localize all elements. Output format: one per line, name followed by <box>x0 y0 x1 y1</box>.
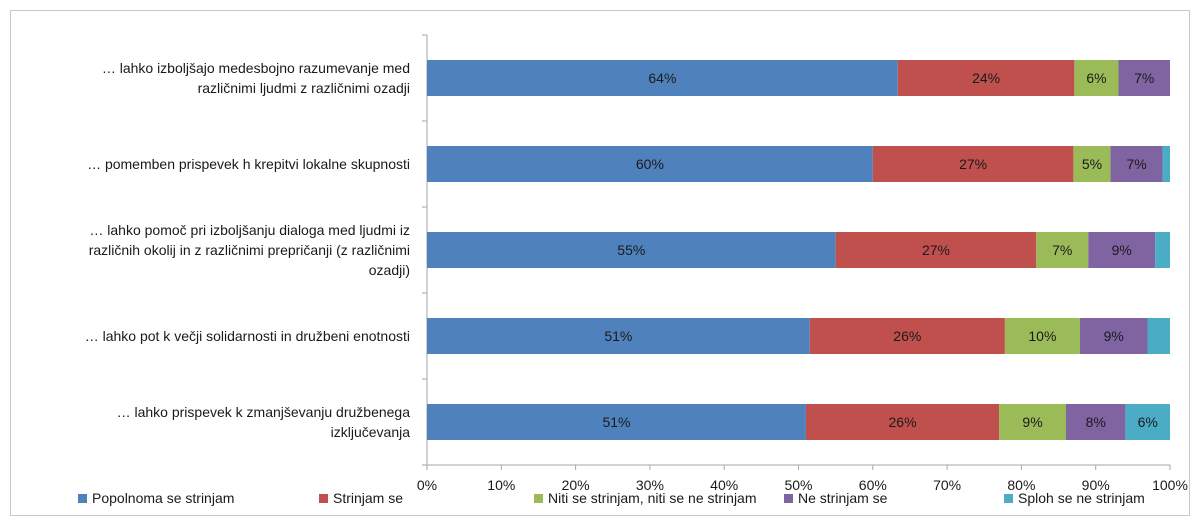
bar-segment <box>1118 60 1170 96</box>
bar-segment <box>1073 146 1111 182</box>
data-label: 8% <box>1086 414 1106 430</box>
x-tick-label: 60% <box>859 477 887 493</box>
bar-segment <box>897 60 1075 96</box>
legend-label: Popolnoma se strinjam <box>92 490 234 506</box>
bar-segment <box>1036 232 1089 268</box>
category-label: … lahko pot k večji solidarnosti in druž… <box>85 328 410 344</box>
data-label: 7% <box>1134 70 1154 86</box>
bar-segment <box>1088 232 1156 268</box>
bar-segment <box>1110 146 1163 182</box>
data-label: 26% <box>889 414 917 430</box>
bar-segment <box>809 318 1005 354</box>
legend-label: Ne strinjam se <box>798 490 888 506</box>
x-tick-label: 90% <box>1082 477 1110 493</box>
category-label: … lahko izboljšajo medesbojno razumevanj… <box>102 60 410 76</box>
data-label: 7% <box>1052 242 1072 258</box>
category-label: izključevanja <box>331 424 411 440</box>
data-label: 9% <box>1022 414 1042 430</box>
legend-swatch <box>534 494 543 503</box>
data-label: 27% <box>922 242 950 258</box>
bar-segment <box>427 318 810 354</box>
bar-segment <box>427 60 898 96</box>
category-label: … lahko prispevek k zmanjševanju družben… <box>117 404 411 420</box>
bar-segment <box>1125 404 1170 440</box>
bar-segment <box>1074 60 1119 96</box>
x-tick-label: 80% <box>1007 477 1035 493</box>
x-tick-label: 20% <box>562 477 590 493</box>
x-tick-label: 30% <box>636 477 664 493</box>
category-label: različnimi ljudmi z različnimi ozadji <box>198 80 410 96</box>
x-tick-label: 70% <box>933 477 961 493</box>
x-tick-label: 50% <box>784 477 812 493</box>
legend-swatch <box>784 494 793 503</box>
bar-segment <box>1147 318 1170 354</box>
data-label: 26% <box>893 328 921 344</box>
bar-segment <box>427 404 806 440</box>
data-label: 6% <box>1086 70 1106 86</box>
data-label: 9% <box>1112 242 1132 258</box>
x-tick-label: 100% <box>1152 477 1188 493</box>
data-label: 10% <box>1028 328 1056 344</box>
bar-segment <box>872 146 1074 182</box>
x-tick-label: 10% <box>487 477 515 493</box>
data-label: 27% <box>959 156 987 172</box>
category-label: ozadji) <box>369 262 410 278</box>
x-tick-label: 40% <box>710 477 738 493</box>
bar-segment <box>1155 232 1170 268</box>
legend-swatch <box>319 494 328 503</box>
bar-segment <box>427 232 836 268</box>
category-label: … pomemben prispevek h krepitvi lokalne … <box>87 156 410 172</box>
data-label: 7% <box>1126 156 1146 172</box>
data-label: 9% <box>1104 328 1124 344</box>
legend-label: Sploh se ne strinjam <box>1018 490 1145 506</box>
data-label: 24% <box>972 70 1000 86</box>
bar-segment <box>805 404 1000 440</box>
data-label: 51% <box>602 414 630 430</box>
data-label: 60% <box>636 156 664 172</box>
data-label: 51% <box>604 328 632 344</box>
bar-segment <box>1004 318 1080 354</box>
data-label: 6% <box>1138 414 1158 430</box>
data-label: 64% <box>648 70 676 86</box>
legend-swatch <box>1004 494 1013 503</box>
x-tick-label: 0% <box>417 477 437 493</box>
bar-segment <box>427 146 873 182</box>
data-label: 5% <box>1082 156 1102 172</box>
bar-segment <box>1079 318 1148 354</box>
bar-segment <box>999 404 1066 440</box>
bar-segment <box>1065 404 1126 440</box>
category-label: različnih okolij in z različnimi preprič… <box>89 242 410 258</box>
bar-segment <box>1162 146 1170 182</box>
legend-label: Strinjam se <box>333 490 403 506</box>
category-label: … lahko pomoč pri izboljšanju dialoga me… <box>89 222 410 238</box>
data-label: 55% <box>617 242 645 258</box>
legend-swatch <box>78 494 87 503</box>
bar-segment <box>835 232 1037 268</box>
legend-label: Niti se strinjam, niti se ne strinjam <box>548 490 757 506</box>
